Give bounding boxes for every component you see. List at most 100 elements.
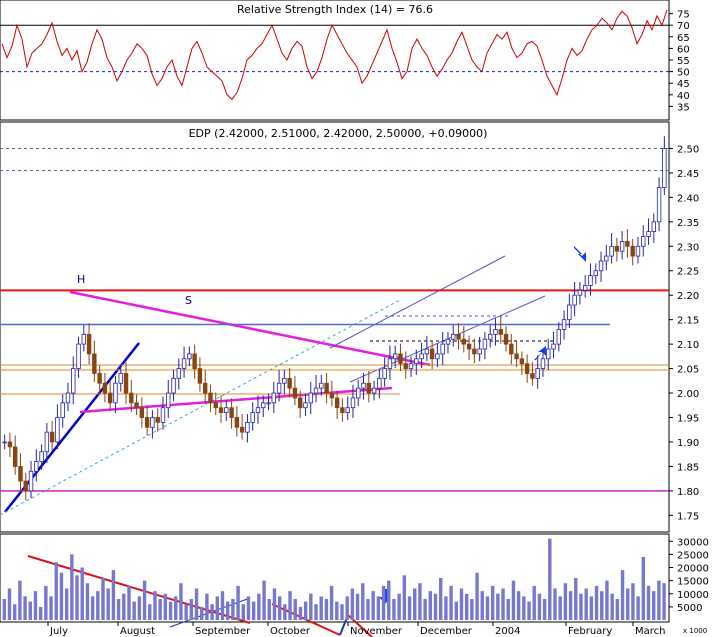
volume-bar	[251, 601, 256, 620]
volume-bar	[329, 585, 334, 620]
volume-unit-label: x 1000	[683, 627, 707, 635]
candle-body	[561, 319, 567, 330]
price-tick-label: 1.90	[677, 438, 699, 449]
volume-bar	[298, 606, 303, 620]
volume-bar	[387, 580, 391, 620]
candle-body	[577, 289, 583, 296]
volume-bar	[137, 596, 142, 620]
candle-body	[588, 275, 593, 286]
volume-bar	[246, 596, 251, 620]
candle-body	[261, 402, 266, 409]
candle-body	[181, 358, 187, 369]
volume-bar	[314, 604, 318, 620]
volume-bar	[605, 580, 609, 620]
volume-bar	[262, 580, 266, 620]
candle-body	[34, 461, 39, 472]
rsi-panel	[0, 0, 670, 121]
volume-bar	[116, 599, 121, 620]
volume-bar	[355, 593, 360, 620]
volume-bar	[12, 604, 17, 620]
candle-body	[524, 363, 530, 374]
candle-body	[271, 392, 277, 404]
x-tick-label: October	[270, 626, 311, 637]
volume-bar	[600, 591, 604, 620]
rsi-tick-label: 45	[677, 79, 690, 90]
head-label: H	[77, 273, 85, 286]
candle-body	[509, 343, 514, 355]
volume-bar	[361, 583, 365, 620]
price-tick-label: 2.30	[677, 242, 699, 253]
volume-bar	[506, 599, 510, 620]
price-tick-label: 1.80	[677, 487, 699, 498]
candle-body	[229, 407, 234, 418]
rsi-tick-label: 40	[677, 91, 690, 102]
candle-body	[12, 446, 18, 467]
candle-body	[55, 417, 60, 443]
candle-body	[604, 255, 609, 262]
volume-bar	[324, 599, 329, 620]
candle-body	[387, 358, 393, 369]
candle-body	[2, 441, 7, 444]
volume-bar	[558, 596, 562, 620]
candle-body	[166, 392, 171, 409]
candle-body	[208, 392, 213, 404]
candle-body	[18, 466, 23, 482]
volume-tick-label: 30000	[677, 537, 709, 548]
candle-body	[28, 470, 34, 492]
candle-body	[519, 358, 525, 365]
candle-body	[329, 392, 335, 399]
volume-tick-label: 15000	[677, 577, 709, 588]
candle-body	[593, 270, 598, 277]
candle-body	[340, 407, 345, 414]
volume-bar	[568, 591, 573, 620]
x-tick-label: August	[120, 626, 155, 637]
candle-body	[334, 397, 340, 409]
x-tick-label: March	[635, 626, 665, 637]
candle-body	[487, 333, 493, 340]
candle-body	[150, 417, 155, 428]
x-tick-label: November	[350, 626, 403, 637]
candle-body	[361, 382, 366, 389]
volume-tick-label: 25000	[677, 550, 709, 561]
candle-body	[556, 329, 562, 345]
candle-body	[319, 382, 324, 389]
candle-body	[144, 417, 150, 428]
rsi-tick-label: 65	[677, 33, 690, 44]
x-tick-label: February	[568, 626, 612, 637]
x-tick-label: July	[49, 626, 68, 637]
volume-bar	[610, 593, 614, 620]
volume-bar	[589, 596, 594, 620]
volume-bar	[428, 591, 433, 620]
candle-body	[176, 368, 182, 379]
volume-bar	[402, 575, 407, 620]
price-tick-label: 1.75	[677, 511, 699, 522]
volume-bar	[511, 580, 516, 620]
volume-bar	[28, 601, 32, 620]
candle-body	[255, 407, 261, 414]
candle-body	[482, 338, 488, 350]
candle-body	[551, 343, 556, 350]
candle-body	[102, 382, 108, 394]
price-tick-label: 2.35	[677, 218, 699, 229]
candle-body	[282, 377, 287, 384]
candle-body	[572, 294, 577, 306]
volume-bar	[490, 585, 495, 620]
volume-bar	[38, 606, 43, 620]
volume-bar	[464, 593, 469, 620]
candle-body	[530, 373, 535, 379]
candle-body	[408, 363, 414, 369]
candle-body	[641, 236, 646, 247]
price-tick-label: 2.20	[677, 291, 699, 302]
arrow-up-right-icon	[534, 346, 546, 360]
neckline-up-magenta	[79, 386, 393, 414]
candle-body	[250, 412, 255, 423]
candle-body	[213, 402, 218, 409]
volume-bar	[158, 599, 162, 620]
volume-bar	[657, 580, 661, 620]
volume-bar	[64, 588, 69, 620]
volume-bar	[184, 604, 188, 620]
candle-body	[76, 343, 81, 369]
price-panel	[0, 121, 670, 533]
candle-body	[134, 402, 139, 409]
volume-bar	[153, 591, 157, 620]
